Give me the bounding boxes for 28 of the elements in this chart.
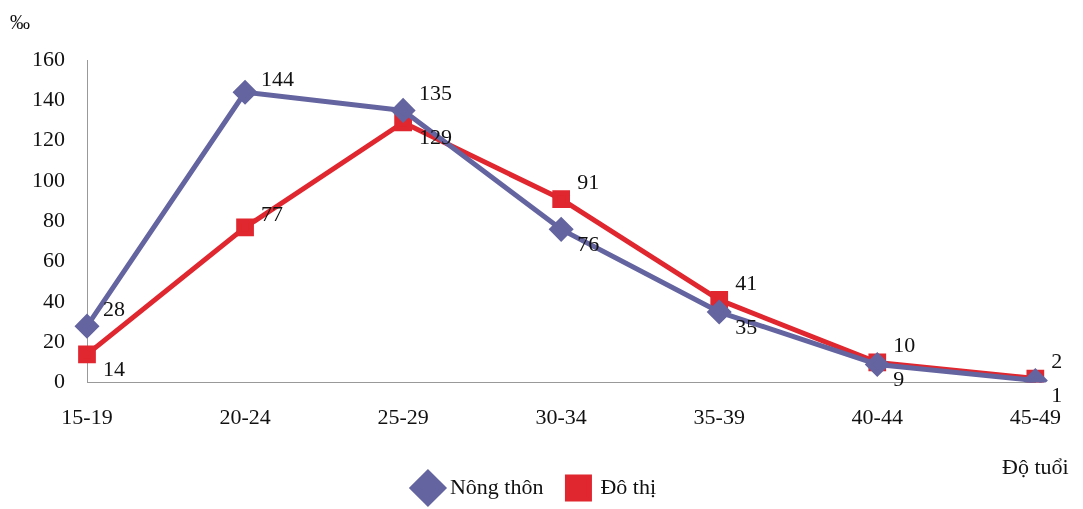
x-tick-label: 20-24 xyxy=(219,403,271,429)
y-tick-label: 80 xyxy=(43,207,65,233)
y-tick-label: 100 xyxy=(32,166,65,192)
y-tick-label: 140 xyxy=(32,86,65,112)
legend-label: Đô thị xyxy=(600,473,657,499)
data-label: 2 xyxy=(1051,348,1063,374)
y-tick-label: 20 xyxy=(43,328,65,354)
data-label: 9 xyxy=(893,366,905,392)
x-tick-label: 40-44 xyxy=(851,403,903,429)
x-axis-title: Độ tuổi xyxy=(1002,453,1069,479)
y-tick-label: 60 xyxy=(43,247,65,273)
data-label: 41 xyxy=(735,269,758,295)
data-label: 135 xyxy=(419,80,453,106)
y-tick-label: 40 xyxy=(43,287,65,313)
y-tick-label: 120 xyxy=(32,126,65,152)
x-tick-label: 25-29 xyxy=(377,403,429,429)
x-tick-label: 35-39 xyxy=(693,403,745,429)
y-axis-title: ‰ xyxy=(10,11,30,34)
data-label: 10 xyxy=(893,332,916,358)
y-tick-label: 160 xyxy=(32,45,65,71)
data-label: 14 xyxy=(103,356,125,382)
y-tick-label: 0 xyxy=(54,368,65,394)
x-tick-label: 30-34 xyxy=(535,403,587,429)
x-tick-label: 15-19 xyxy=(61,403,113,429)
data-label: 144 xyxy=(261,66,295,92)
legend-label: Nông thôn xyxy=(449,473,544,499)
data-label: 91 xyxy=(577,168,600,194)
data-label: 28 xyxy=(103,295,125,321)
